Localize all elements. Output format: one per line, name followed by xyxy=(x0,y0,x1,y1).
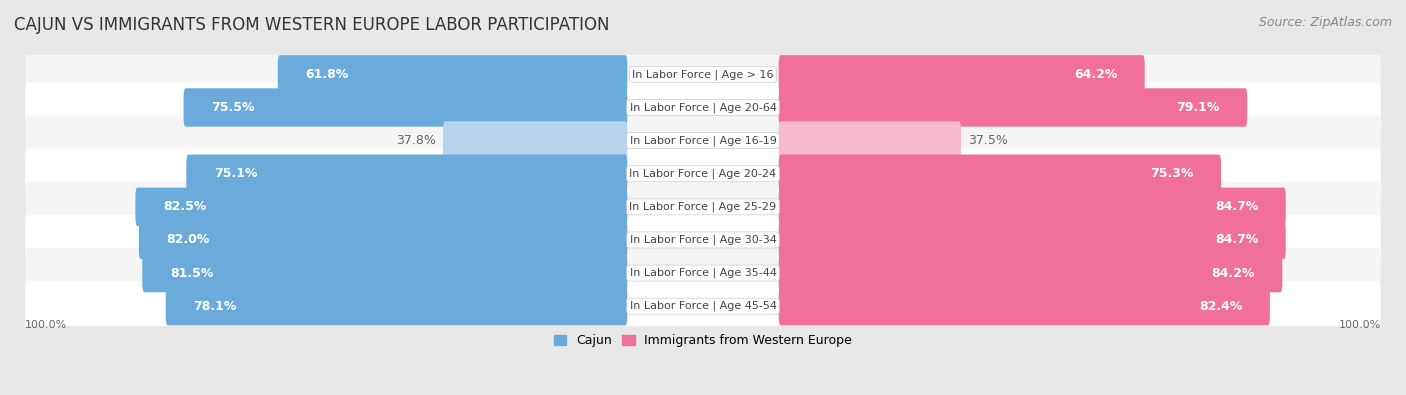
Text: 61.8%: 61.8% xyxy=(305,68,349,81)
Text: 81.5%: 81.5% xyxy=(170,267,214,280)
Text: CAJUN VS IMMIGRANTS FROM WESTERN EUROPE LABOR PARTICIPATION: CAJUN VS IMMIGRANTS FROM WESTERN EUROPE … xyxy=(14,16,610,34)
Text: Source: ZipAtlas.com: Source: ZipAtlas.com xyxy=(1258,16,1392,29)
FancyBboxPatch shape xyxy=(25,281,1381,331)
FancyBboxPatch shape xyxy=(779,221,1285,259)
Text: 84.2%: 84.2% xyxy=(1212,267,1254,280)
FancyBboxPatch shape xyxy=(25,49,1381,100)
Text: 75.5%: 75.5% xyxy=(211,101,254,114)
Text: 79.1%: 79.1% xyxy=(1177,101,1219,114)
FancyBboxPatch shape xyxy=(779,88,1247,127)
FancyBboxPatch shape xyxy=(25,115,1381,166)
FancyBboxPatch shape xyxy=(25,248,1381,298)
Text: In Labor Force | Age > 16: In Labor Force | Age > 16 xyxy=(633,69,773,80)
FancyBboxPatch shape xyxy=(278,55,627,94)
FancyBboxPatch shape xyxy=(779,254,1282,292)
FancyBboxPatch shape xyxy=(779,121,960,160)
Text: 37.5%: 37.5% xyxy=(967,134,1008,147)
FancyBboxPatch shape xyxy=(142,254,627,292)
Text: 84.7%: 84.7% xyxy=(1215,233,1258,246)
Text: In Labor Force | Age 45-54: In Labor Force | Age 45-54 xyxy=(630,301,776,311)
Text: 82.5%: 82.5% xyxy=(163,200,207,213)
Text: In Labor Force | Age 16-19: In Labor Force | Age 16-19 xyxy=(630,135,776,146)
Text: In Labor Force | Age 30-34: In Labor Force | Age 30-34 xyxy=(630,235,776,245)
FancyBboxPatch shape xyxy=(25,182,1381,232)
Text: 78.1%: 78.1% xyxy=(193,300,236,313)
FancyBboxPatch shape xyxy=(135,188,627,226)
FancyBboxPatch shape xyxy=(25,82,1381,133)
FancyBboxPatch shape xyxy=(779,55,1144,94)
FancyBboxPatch shape xyxy=(166,287,627,325)
Text: 64.2%: 64.2% xyxy=(1074,68,1118,81)
Text: 100.0%: 100.0% xyxy=(25,320,67,330)
FancyBboxPatch shape xyxy=(779,287,1270,325)
Legend: Cajun, Immigrants from Western Europe: Cajun, Immigrants from Western Europe xyxy=(548,329,858,352)
FancyBboxPatch shape xyxy=(25,149,1381,199)
FancyBboxPatch shape xyxy=(139,221,627,259)
Text: 75.3%: 75.3% xyxy=(1150,167,1194,180)
Text: 37.8%: 37.8% xyxy=(396,134,436,147)
FancyBboxPatch shape xyxy=(779,188,1285,226)
FancyBboxPatch shape xyxy=(25,215,1381,265)
FancyBboxPatch shape xyxy=(187,154,627,193)
Text: 100.0%: 100.0% xyxy=(1339,320,1381,330)
Text: 84.7%: 84.7% xyxy=(1215,200,1258,213)
Text: In Labor Force | Age 20-64: In Labor Force | Age 20-64 xyxy=(630,102,776,113)
FancyBboxPatch shape xyxy=(184,88,627,127)
Text: 82.0%: 82.0% xyxy=(166,233,209,246)
FancyBboxPatch shape xyxy=(779,154,1220,193)
Text: 75.1%: 75.1% xyxy=(214,167,257,180)
Text: 82.4%: 82.4% xyxy=(1199,300,1243,313)
FancyBboxPatch shape xyxy=(443,121,627,160)
Text: In Labor Force | Age 20-24: In Labor Force | Age 20-24 xyxy=(630,169,776,179)
Text: In Labor Force | Age 35-44: In Labor Force | Age 35-44 xyxy=(630,268,776,278)
Text: In Labor Force | Age 25-29: In Labor Force | Age 25-29 xyxy=(630,201,776,212)
